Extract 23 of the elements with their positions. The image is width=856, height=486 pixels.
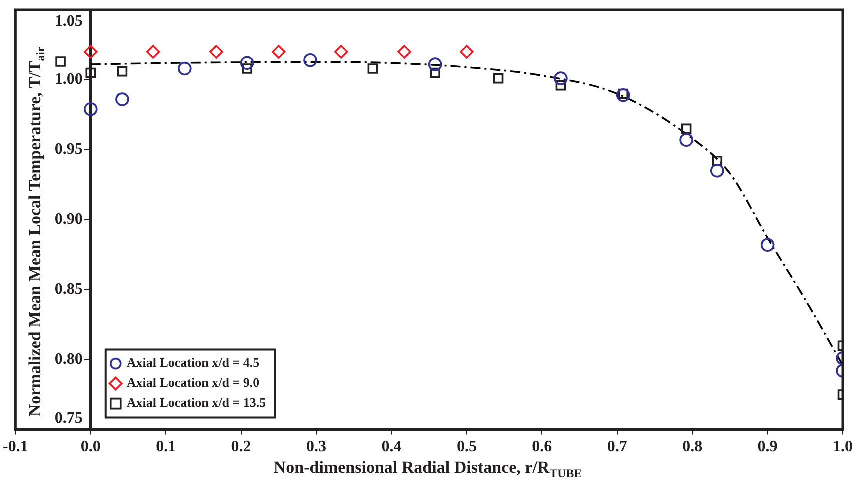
x-tick-label: -0.1 [3, 438, 28, 456]
x-tick-label: 0.1 [156, 438, 176, 456]
x-tick-label: 0.6 [532, 438, 552, 456]
x-tick-label: 0.0 [80, 438, 101, 456]
x-tick-label: 0.3 [306, 438, 327, 456]
y-tick-label: 0.95 [54, 141, 83, 158]
x-tick-label: 0.4 [382, 438, 402, 456]
x-tick-label: 0.5 [456, 438, 477, 456]
y-tick-label: 0.80 [54, 350, 83, 368]
y-tick-label: 1.00 [54, 71, 83, 88]
x-tick-label: 1.0 [833, 438, 853, 456]
legend-label: Axial Location x/d = 13.5 [126, 395, 267, 410]
x-tick-label: 0.7 [607, 438, 628, 456]
y-tick-label: 1.05 [54, 13, 83, 30]
legend-label: Axial Location x/d = 9.0 [126, 375, 260, 390]
x-axis-title: Non-dimensional Radial Distance, r/R$_{TUBE}$ [272, 458, 584, 482]
x-tick-label: 0.2 [231, 438, 252, 456]
y-tick-label: 0.90 [54, 211, 83, 228]
x-tick-label: 0.8 [682, 438, 703, 456]
x-tick-label: 0.9 [758, 438, 778, 456]
legend-label: Axial Location x/d = 4.5 [126, 355, 260, 370]
y-tick-label: 0.85 [54, 281, 83, 298]
y-tick-label: 0.75 [54, 410, 83, 427]
